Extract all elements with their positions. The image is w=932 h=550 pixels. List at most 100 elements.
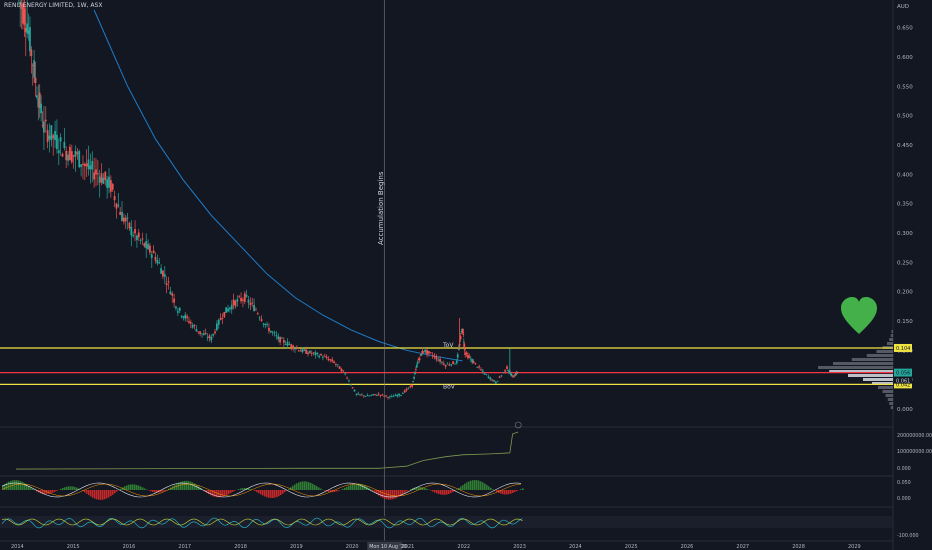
- volume-profile-bar: [872, 382, 893, 385]
- candle-body: [441, 361, 443, 363]
- oscillator-bar: [10, 480, 12, 490]
- candle-body: [74, 150, 77, 157]
- candle-body: [76, 152, 79, 154]
- candle-body: [56, 134, 58, 150]
- oscillator-bar: [414, 487, 416, 490]
- candle-body: [152, 250, 155, 254]
- x-tick-label: 2019: [290, 544, 303, 550]
- candle-body: [109, 180, 112, 192]
- oscillator-bar: [74, 486, 76, 490]
- volume-profile-bar: [866, 354, 893, 357]
- oscillator-bar: [282, 490, 284, 494]
- oscillator-bar: [110, 490, 112, 497]
- volume-profile-bar: [889, 338, 893, 341]
- oscillator-bar: [160, 490, 162, 493]
- candle-body: [24, 27, 27, 32]
- oscillator-bar: [516, 490, 518, 492]
- volume-profile-bar: [833, 362, 893, 365]
- oscillator-bar: [334, 490, 336, 492]
- oscillator-bar: [320, 488, 322, 490]
- candle-body: [111, 184, 114, 190]
- oscillator-bar: [66, 486, 68, 490]
- x-tick-label: 2021: [402, 544, 415, 550]
- volume-profile-bar: [890, 334, 893, 337]
- oscillator-bar: [316, 486, 318, 490]
- oscillator-bar: [104, 490, 106, 500]
- candle-body: [349, 384, 352, 386]
- oscillator-bar: [152, 490, 154, 492]
- volume-profile-bar: [890, 406, 893, 409]
- y-tick-label: 100000000.000: [897, 449, 932, 455]
- candle-body: [122, 217, 125, 222]
- candle-body: [178, 307, 181, 311]
- oscillator-bar: [390, 490, 392, 500]
- price-tag: [894, 343, 912, 352]
- candle-body: [331, 359, 334, 362]
- candle-body: [204, 332, 207, 334]
- oscillator-bar: [146, 489, 148, 490]
- oscillator-line: [1, 482, 522, 498]
- oscillator-bar: [134, 484, 136, 490]
- price-tag: [894, 376, 912, 384]
- candle-body: [478, 366, 481, 368]
- candle-body: [98, 176, 101, 183]
- candle-body: [33, 60, 36, 78]
- candle-body: [37, 98, 40, 108]
- oscillator-bar: [356, 483, 358, 490]
- candle-body: [134, 229, 136, 234]
- oscillator-bar: [344, 487, 346, 490]
- oscillator-bar: [188, 481, 190, 490]
- candle-body: [307, 352, 309, 355]
- candle-body: [65, 150, 68, 161]
- candle-body: [409, 385, 412, 388]
- candle-body: [27, 29, 30, 34]
- candle-body: [510, 374, 513, 377]
- candle-body: [407, 387, 410, 389]
- candle-body: [368, 395, 371, 397]
- oscillator-bar: [50, 490, 52, 494]
- oscillator-bar: [376, 490, 378, 495]
- oscillator-bar: [420, 487, 422, 490]
- oscillator-bar: [450, 490, 452, 494]
- oscillator-bar: [514, 490, 516, 493]
- oscillator-bar: [94, 490, 96, 499]
- candle-body: [401, 393, 404, 395]
- oscillator-bar: [212, 490, 214, 497]
- candle-body: [63, 141, 66, 149]
- candle-body: [279, 336, 282, 343]
- candle-body: [390, 395, 393, 397]
- candle-body: [245, 295, 248, 297]
- candle-body: [426, 350, 428, 355]
- candle-body: [162, 270, 164, 277]
- candle-body: [82, 163, 84, 165]
- candle-body: [511, 375, 514, 377]
- candle-body: [398, 393, 401, 396]
- oscillator-bar: [6, 482, 8, 490]
- candle-body: [214, 331, 216, 334]
- candle-body: [462, 341, 465, 343]
- oscillator-bar: [444, 490, 446, 495]
- price-tag: [894, 380, 912, 389]
- candles: [18, 0, 519, 400]
- candle-body: [394, 394, 397, 396]
- candle-body: [160, 268, 162, 274]
- candle-body: [514, 374, 517, 376]
- oscillator-bar: [382, 490, 384, 498]
- oscillator-bar: [100, 490, 102, 500]
- candle-body: [346, 377, 348, 379]
- oscillator-bar: [374, 490, 376, 493]
- oscillator-bar: [512, 490, 514, 493]
- oscillator-bar: [116, 490, 118, 492]
- candle-body: [271, 331, 274, 333]
- candle-body: [167, 281, 170, 283]
- oscillator-bar: [102, 490, 104, 500]
- candle-body: [43, 121, 45, 133]
- candle-body: [269, 330, 272, 333]
- oscillator-bar: [412, 488, 414, 490]
- candle-body: [132, 235, 135, 237]
- candle-body: [467, 354, 469, 359]
- candle-body: [163, 274, 166, 277]
- oscillator-bar: [182, 481, 184, 490]
- y-tick-label: 0.000: [897, 407, 913, 413]
